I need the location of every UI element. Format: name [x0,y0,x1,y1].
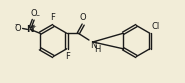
Text: −: − [36,13,40,18]
Text: −: − [15,23,19,28]
Text: N: N [26,25,34,34]
Text: O: O [14,24,21,33]
Text: F: F [50,13,55,22]
Text: +: + [31,24,36,29]
Text: N: N [90,41,96,50]
Text: H: H [94,45,100,54]
Text: Cl: Cl [152,22,160,31]
Text: O: O [80,13,87,22]
Text: F: F [65,52,70,61]
Text: O: O [31,9,38,18]
